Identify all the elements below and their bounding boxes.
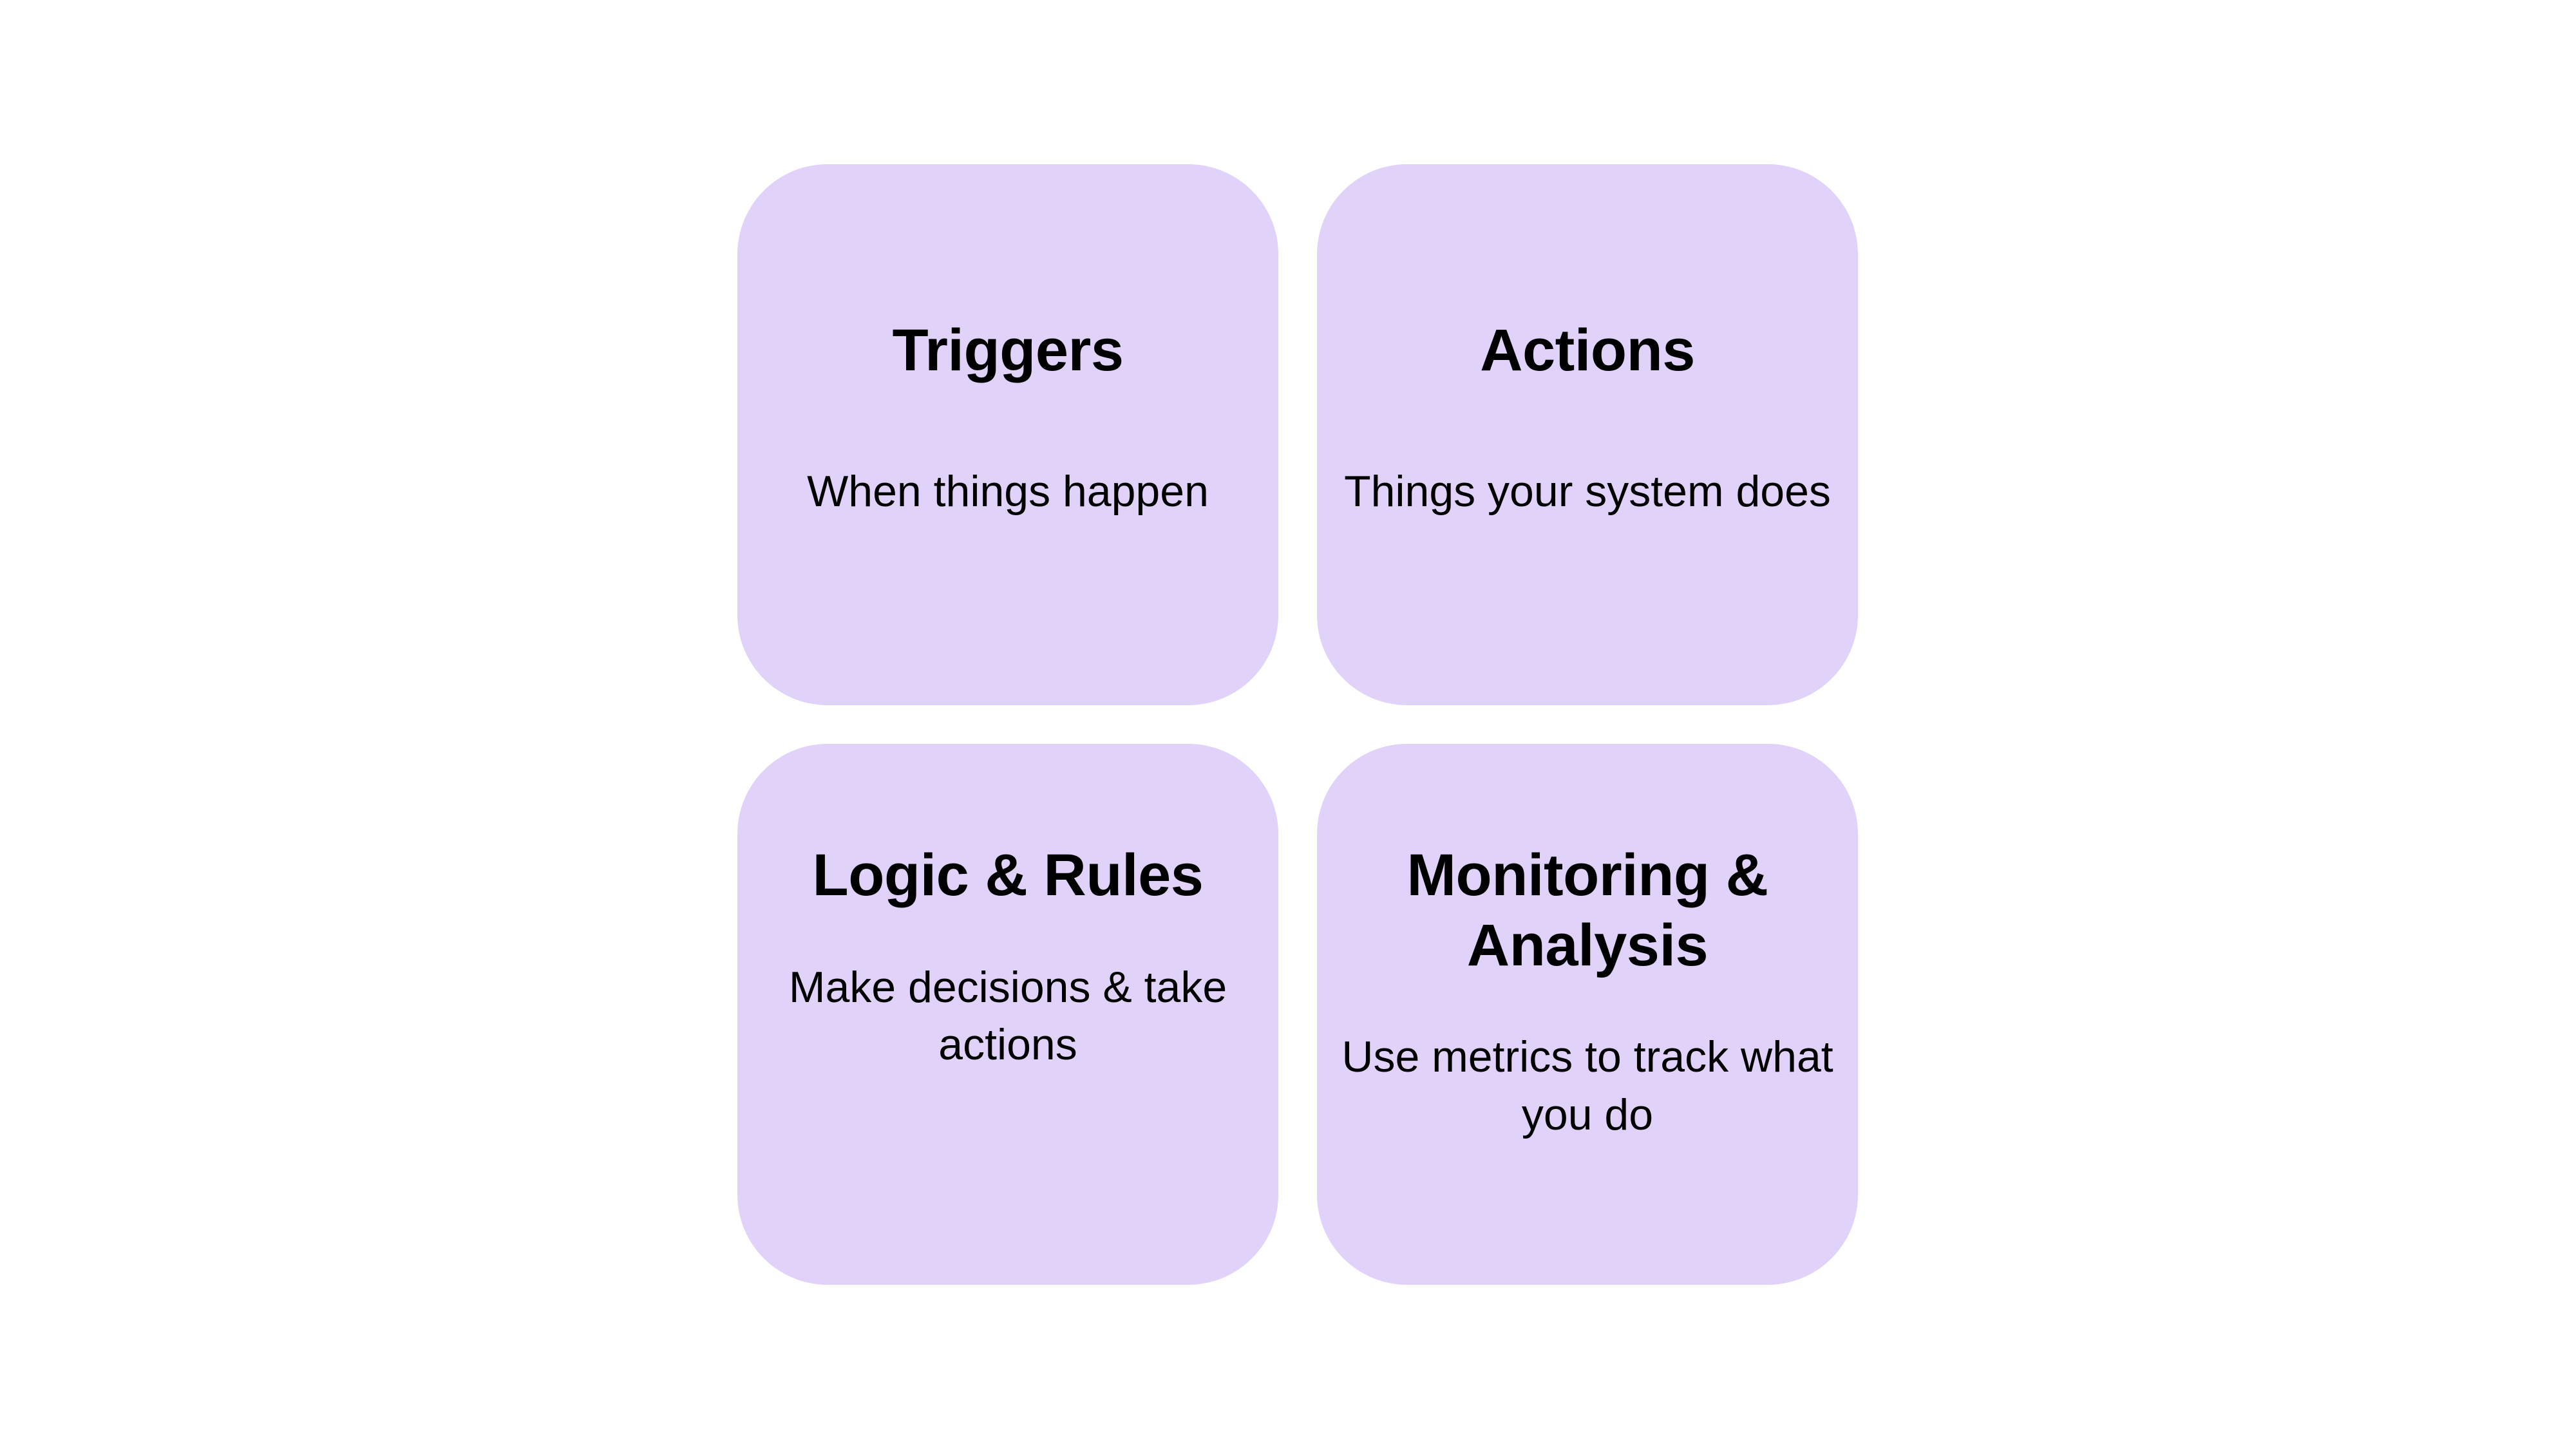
diagram-container: Triggers When things happen Actions Thin…: [0, 0, 2576, 1449]
card-monitoring-analysis: Monitoring & Analysis Use metrics to tra…: [1317, 744, 1858, 1285]
card-description: Things your system does: [1344, 463, 1831, 521]
card-logic-rules: Logic & Rules Make decisions & take acti…: [737, 744, 1278, 1285]
card-grid: Triggers When things happen Actions Thin…: [737, 164, 1858, 1285]
card-title: Logic & Rules: [813, 840, 1204, 911]
card-title: Triggers: [892, 316, 1123, 386]
card-description: Use metrics to track what you do: [1317, 1028, 1858, 1144]
card-title: Monitoring & Analysis: [1317, 840, 1858, 980]
card-title: Actions: [1480, 316, 1695, 386]
card-description: Make decisions & take actions: [737, 959, 1278, 1075]
card-triggers: Triggers When things happen: [737, 164, 1278, 705]
card-description: When things happen: [807, 463, 1209, 521]
card-actions: Actions Things your system does: [1317, 164, 1858, 705]
